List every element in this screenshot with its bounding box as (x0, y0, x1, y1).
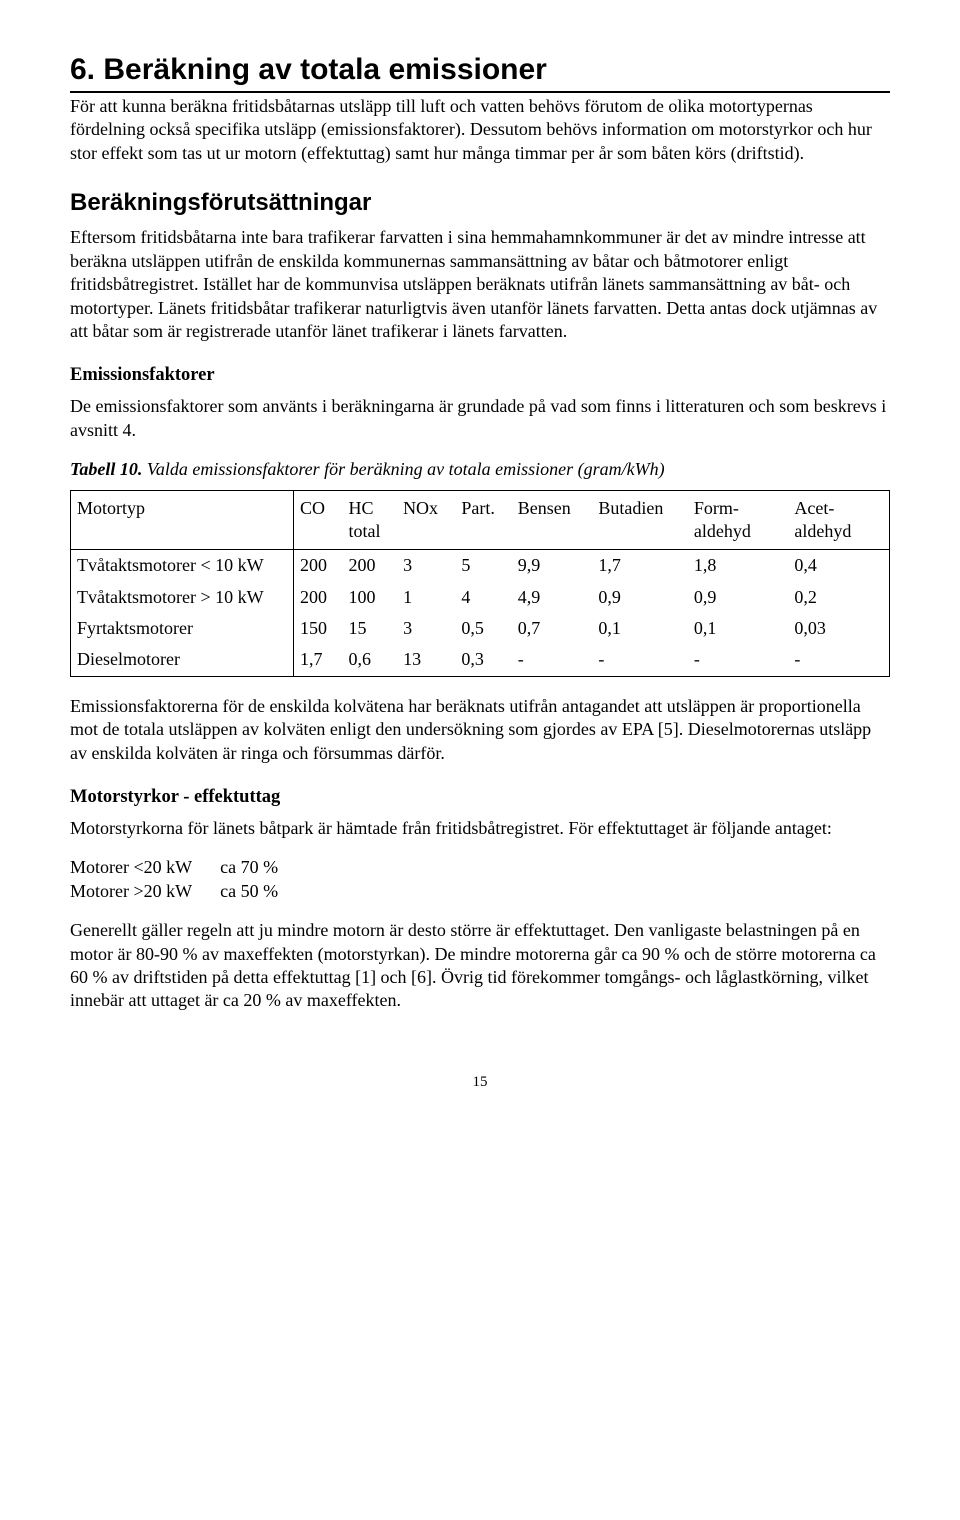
page-number: 15 (70, 1073, 890, 1093)
body-paragraph: Eftersom fritidsbåtarna inte bara trafik… (70, 226, 890, 343)
col-nox: NOx (397, 490, 455, 550)
cell-butadien: 0,1 (592, 613, 688, 644)
cell-nox: 3 (397, 550, 455, 582)
cell-label: Dieselmotorer (71, 644, 294, 676)
emission-factors-table: Motortyp CO HC total NOx Part. Bensen Bu… (70, 490, 890, 677)
cell-form: - (688, 644, 788, 676)
cell-part: 4 (455, 582, 511, 613)
cell-label: Tvåtaktsmotorer > 10 kW (71, 582, 294, 613)
cell-hc: 200 (342, 550, 397, 582)
cell-label: Fyrtaktsmotorer (71, 613, 294, 644)
col-butadien: Butadien (592, 490, 688, 550)
cell-butadien: 0,9 (592, 582, 688, 613)
cell-butadien: - (592, 644, 688, 676)
cell-acet: 0,03 (788, 613, 889, 644)
motor-label: Motorer <20 kW (70, 856, 220, 879)
cell-acet: 0,4 (788, 550, 889, 582)
motor-power-list: Motorer <20 kW ca 70 % Motorer >20 kW ca… (70, 856, 306, 903)
col-formaldehyd: Form- aldehyd (688, 490, 788, 550)
cell-co: 1,7 (294, 644, 343, 676)
cell-butadien: 1,7 (592, 550, 688, 582)
col-co: CO (294, 490, 343, 550)
cell-form: 0,1 (688, 613, 788, 644)
table-row: Tvåtaktsmotorer < 10 kW 200 200 3 5 9,9 … (71, 550, 890, 582)
cell-label: Tvåtaktsmotorer < 10 kW (71, 550, 294, 582)
col-motortyp: Motortyp (71, 490, 294, 550)
table-header-row: Motortyp CO HC total NOx Part. Bensen Bu… (71, 490, 890, 550)
motor-label: Motorer >20 kW (70, 880, 220, 903)
subheading-emissionsfaktorer: Emissionsfaktorer (70, 363, 890, 387)
cell-form: 0,9 (688, 582, 788, 613)
cell-acet: - (788, 644, 889, 676)
cell-hc: 15 (342, 613, 397, 644)
body-paragraph: De emissionsfaktorer som använts i beräk… (70, 395, 890, 442)
cell-bensen: 0,7 (512, 613, 593, 644)
list-item: Motorer >20 kW ca 50 % (70, 880, 306, 903)
section-heading: 6. Beräkning av totala emissioner (70, 50, 890, 93)
cell-part: 0,3 (455, 644, 511, 676)
col-part: Part. (455, 490, 511, 550)
cell-co: 150 (294, 613, 343, 644)
body-paragraph: Emissionsfaktorerna för de enskilda kolv… (70, 695, 890, 765)
cell-part: 0,5 (455, 613, 511, 644)
caption-text: Valda emissionsfaktorer för beräkning av… (142, 459, 664, 479)
cell-co: 200 (294, 582, 343, 613)
table-row: Tvåtaktsmotorer > 10 kW 200 100 1 4 4,9 … (71, 582, 890, 613)
table-row: Dieselmotorer 1,7 0,6 13 0,3 - - - - (71, 644, 890, 676)
table-caption: Tabell 10. Valda emissionsfaktorer för b… (70, 458, 890, 481)
body-paragraph: Motorstyrkorna för länets båtpark är häm… (70, 817, 890, 840)
cell-acet: 0,2 (788, 582, 889, 613)
cell-nox: 13 (397, 644, 455, 676)
motor-value: ca 50 % (220, 880, 306, 903)
motor-value: ca 70 % (220, 856, 306, 879)
col-acetaldehyd: Acet- aldehyd (788, 490, 889, 550)
body-paragraph: Generellt gäller regeln att ju mindre mo… (70, 919, 890, 1013)
cell-hc: 100 (342, 582, 397, 613)
subsection-heading: Beräkningsförutsättningar (70, 187, 890, 218)
col-hc: HC total (342, 490, 397, 550)
subheading-motorstyrkor: Motorstyrkor - effektuttag (70, 785, 890, 809)
cell-bensen: 4,9 (512, 582, 593, 613)
cell-hc: 0,6 (342, 644, 397, 676)
table-row: Fyrtaktsmotorer 150 15 3 0,5 0,7 0,1 0,1… (71, 613, 890, 644)
col-bensen: Bensen (512, 490, 593, 550)
cell-nox: 1 (397, 582, 455, 613)
list-item: Motorer <20 kW ca 70 % (70, 856, 306, 879)
cell-bensen: 9,9 (512, 550, 593, 582)
cell-part: 5 (455, 550, 511, 582)
intro-paragraph: För att kunna beräkna fritidsbåtarnas ut… (70, 95, 890, 165)
caption-label: Tabell 10. (70, 459, 142, 479)
cell-co: 200 (294, 550, 343, 582)
cell-bensen: - (512, 644, 593, 676)
cell-form: 1,8 (688, 550, 788, 582)
cell-nox: 3 (397, 613, 455, 644)
